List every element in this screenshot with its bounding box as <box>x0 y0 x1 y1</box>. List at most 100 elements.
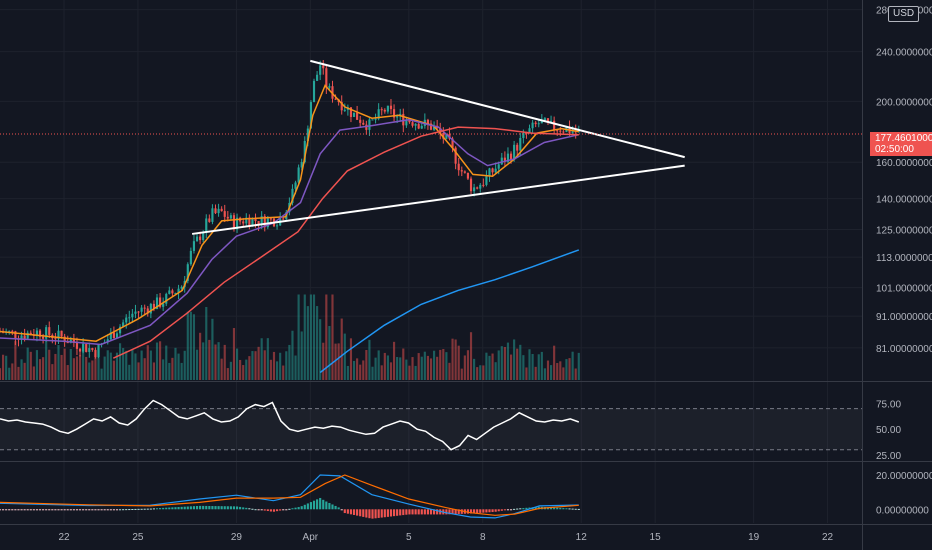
macd-hist-5 <box>14 509 17 511</box>
candles <box>0 59 580 359</box>
volume-bar-26 <box>78 354 82 380</box>
candle-body-122 <box>374 118 377 120</box>
volume-bar-80 <box>245 359 248 380</box>
candle-body-118 <box>362 122 365 125</box>
trendlines[interactable] <box>191 59 685 235</box>
candle-body-174 <box>534 122 537 125</box>
macd-hist-27 <box>82 509 85 511</box>
macd-hist-139 <box>426 509 429 515</box>
candle-body-51 <box>155 297 159 309</box>
candle-body-166 <box>509 153 513 160</box>
volume-bar-63 <box>192 314 196 380</box>
macd-hist-179 <box>549 507 553 510</box>
macd-hist-55 <box>168 507 171 510</box>
candle-body-16 <box>48 327 51 335</box>
macd-hist-185 <box>568 508 571 510</box>
macd-hist-17 <box>51 509 54 511</box>
candle-body-37 <box>112 332 115 339</box>
macd-hist-26 <box>78 509 82 511</box>
candle-body-173 <box>531 122 534 129</box>
candle-body-116 <box>356 112 359 120</box>
volume-bar-50 <box>152 362 156 380</box>
candle-body-132 <box>405 120 408 126</box>
macd-hist-43 <box>131 508 134 510</box>
candle-body-136 <box>417 123 420 129</box>
volume-bar-183 <box>562 367 565 380</box>
candle-body-35 <box>106 339 109 343</box>
candle-body-160 <box>491 168 494 173</box>
ma-line-ma_slow <box>112 126 579 359</box>
candle-body-69 <box>211 208 214 222</box>
volume-bar-5 <box>14 341 17 380</box>
macd-hist-161 <box>494 509 497 512</box>
macd-hist-73 <box>223 506 226 510</box>
candle-body-117 <box>359 119 362 123</box>
volume-bar-154 <box>473 358 476 380</box>
volume-bar-41 <box>125 350 128 380</box>
volume-bar-174 <box>534 366 537 380</box>
candle-body-45 <box>137 311 140 313</box>
currency-badge[interactable]: USD <box>888 6 920 22</box>
candle-body-165 <box>506 153 510 162</box>
macd-hist-22 <box>66 509 69 511</box>
macd-hist-9 <box>26 509 29 511</box>
macd-hist-114 <box>349 509 353 515</box>
candle-body-141 <box>433 125 436 130</box>
volume-bar-113 <box>346 365 349 380</box>
time-axis[interactable]: 22 25 29 Apr 5 8 12 15 19 22 <box>58 532 833 543</box>
volume-bar-158 <box>485 352 488 380</box>
macd-hist-29 <box>88 509 91 511</box>
candle-body-172 <box>528 128 531 133</box>
candle-body-8 <box>23 335 26 339</box>
macd-hist-120 <box>368 509 371 519</box>
macd-hist-117 <box>359 509 362 517</box>
volume-bar-70 <box>214 344 217 380</box>
candle-body-9 <box>26 332 29 339</box>
candle-body-66 <box>202 232 205 241</box>
volume-bar-155 <box>476 367 479 380</box>
candle-body-145 <box>445 134 448 139</box>
macd-hist-65 <box>199 505 202 510</box>
volume-bar-83 <box>254 351 257 380</box>
candle-body-98 <box>300 162 303 168</box>
macd-tick-1: 0.00000000 <box>876 505 929 516</box>
volume-bar-121 <box>371 366 374 380</box>
volume-bar-67 <box>205 306 208 380</box>
candle-body-92 <box>282 218 285 220</box>
volume-bar-3 <box>8 367 11 380</box>
volume-bar-166 <box>509 354 513 380</box>
macd-hist-133 <box>408 509 411 515</box>
candle-body-97 <box>297 167 300 183</box>
candle-body-119 <box>365 124 368 130</box>
macd-hist-37 <box>112 509 115 511</box>
volume-bar-35 <box>106 350 109 380</box>
macd-hist-165 <box>506 509 510 511</box>
candle-body-7 <box>20 335 23 340</box>
macd-hist-135 <box>414 509 417 515</box>
candle-body-12 <box>35 330 39 337</box>
price-tick-2: 200.00000000 <box>876 97 932 108</box>
macd-hist-59 <box>180 506 183 510</box>
candle-body-39 <box>118 326 122 334</box>
volume-bar-184 <box>565 359 568 380</box>
macd-hist-76 <box>232 506 236 510</box>
volume-bar-29 <box>88 362 91 380</box>
volume-bar-24 <box>72 358 75 380</box>
volume-bar-20 <box>60 354 63 380</box>
volume-bar-51 <box>155 342 159 380</box>
ma-line-ma_fast <box>0 84 579 342</box>
candle-body-56 <box>171 290 174 294</box>
volume-bar-15 <box>45 340 48 380</box>
macd-hist-85 <box>260 509 263 511</box>
macd-hist-14 <box>42 509 45 511</box>
volume-bar-69 <box>211 318 214 380</box>
volume-bar-32 <box>97 347 100 380</box>
macd-hist-34 <box>103 509 106 511</box>
candle-body-168 <box>516 144 519 151</box>
price-countdown: 02:50:00 <box>875 144 914 155</box>
candle-body-64 <box>195 236 199 242</box>
volume-bar-37 <box>112 360 115 380</box>
